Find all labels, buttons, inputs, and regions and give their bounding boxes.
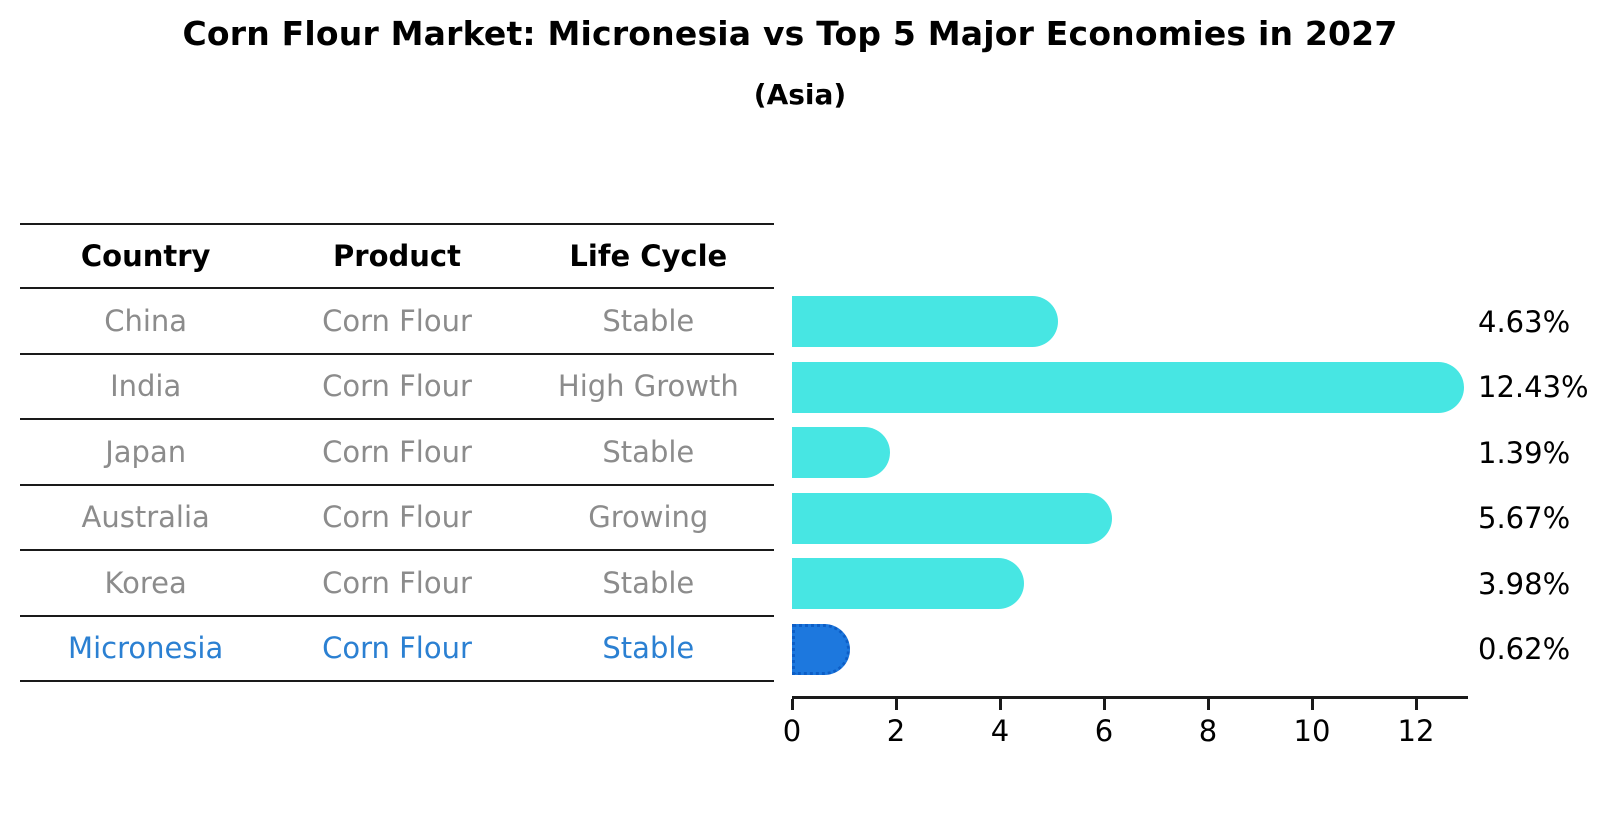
x-axis-tick: [1414, 699, 1418, 710]
table-cell-product: Corn Flour: [322, 565, 472, 600]
table-cell-product: Corn Flour: [322, 369, 472, 404]
bar-australia: [792, 492, 1113, 544]
table-cell-country: Japan: [105, 434, 187, 469]
bar-value-label: 12.43%: [1478, 370, 1589, 405]
table-cell-country: China: [104, 303, 188, 338]
bar-micronesia-highlight: [792, 623, 850, 675]
x-axis-tick-label: 0: [782, 714, 802, 748]
bar-value-label: 5.67%: [1478, 501, 1571, 536]
table-cell-country: Micronesia: [68, 631, 224, 666]
x-axis-tick: [1310, 699, 1314, 710]
x-axis-tick-label: 10: [1293, 714, 1331, 748]
x-axis-tick: [894, 699, 898, 710]
table-cell-country: India: [110, 369, 182, 404]
bar-china: [792, 296, 1059, 348]
x-axis-tick-label: 2: [886, 714, 906, 748]
x-axis-tick: [790, 699, 794, 710]
bar-japan: [792, 427, 890, 479]
bar-value-label: 1.39%: [1478, 435, 1571, 470]
x-axis-tick-label: 4: [990, 714, 1010, 748]
x-axis: 0 2 4 6 8 10 12: [783, 696, 1468, 748]
chart-title: Corn Flour Market: Micronesia vs Top 5 M…: [182, 14, 1398, 53]
table-cell-product: Corn Flour: [322, 303, 472, 338]
table-row: India Corn Flour High Growth: [20, 355, 774, 420]
table-cell-product: Corn Flour: [322, 500, 472, 535]
table-row: China Corn Flour Stable: [20, 289, 774, 355]
bar-value-label: 0.62%: [1478, 632, 1571, 667]
table-row: Micronesia Corn Flour Stable: [20, 617, 774, 682]
table-cell-country: Australia: [81, 500, 210, 535]
chart-subtitle: (Asia): [753, 78, 847, 111]
table-header-cell: Product: [333, 239, 461, 273]
bar-value-label: 4.63%: [1478, 304, 1571, 339]
table-row: Korea Corn Flour Stable: [20, 551, 774, 617]
bar-plot: [792, 289, 1472, 682]
table-row: Japan Corn Flour Stable: [20, 420, 774, 486]
table-header-cell: Life Cycle: [569, 239, 728, 273]
x-axis-tick-label: 8: [1198, 714, 1218, 748]
bar-value-label: 3.98%: [1478, 566, 1571, 601]
table-row: Australia Corn Flour Growing: [20, 486, 774, 551]
x-axis-tick-label: 6: [1094, 714, 1114, 748]
table-header-cell: Country: [80, 239, 211, 273]
table-cell-product: Corn Flour: [322, 631, 472, 666]
bar-india: [792, 361, 1464, 413]
x-axis-tick: [1102, 699, 1106, 710]
x-axis-tick-label: 12: [1397, 714, 1435, 748]
table-cell-product: Corn Flour: [322, 434, 472, 469]
table-cell-country: Korea: [104, 565, 187, 600]
table-cell-life-cycle: Stable: [602, 303, 695, 338]
x-axis-tick: [1206, 699, 1210, 710]
table-cell-life-cycle: Stable: [602, 631, 695, 666]
table-cell-life-cycle: High Growth: [557, 369, 739, 404]
country-table: Country Product Life Cycle China Corn Flour…: [20, 223, 774, 682]
value-labels: 4.63% 12.43% 1.39% 5.67% 3.98% 0.62%: [1478, 289, 1604, 682]
table-header-row: Country Product Life Cycle: [20, 223, 774, 289]
table-cell-life-cycle: Growing: [588, 500, 709, 535]
x-axis-tick: [998, 699, 1002, 710]
bar-korea: [792, 558, 1025, 610]
table-cell-life-cycle: Stable: [602, 434, 695, 469]
table-cell-life-cycle: Stable: [602, 565, 695, 600]
